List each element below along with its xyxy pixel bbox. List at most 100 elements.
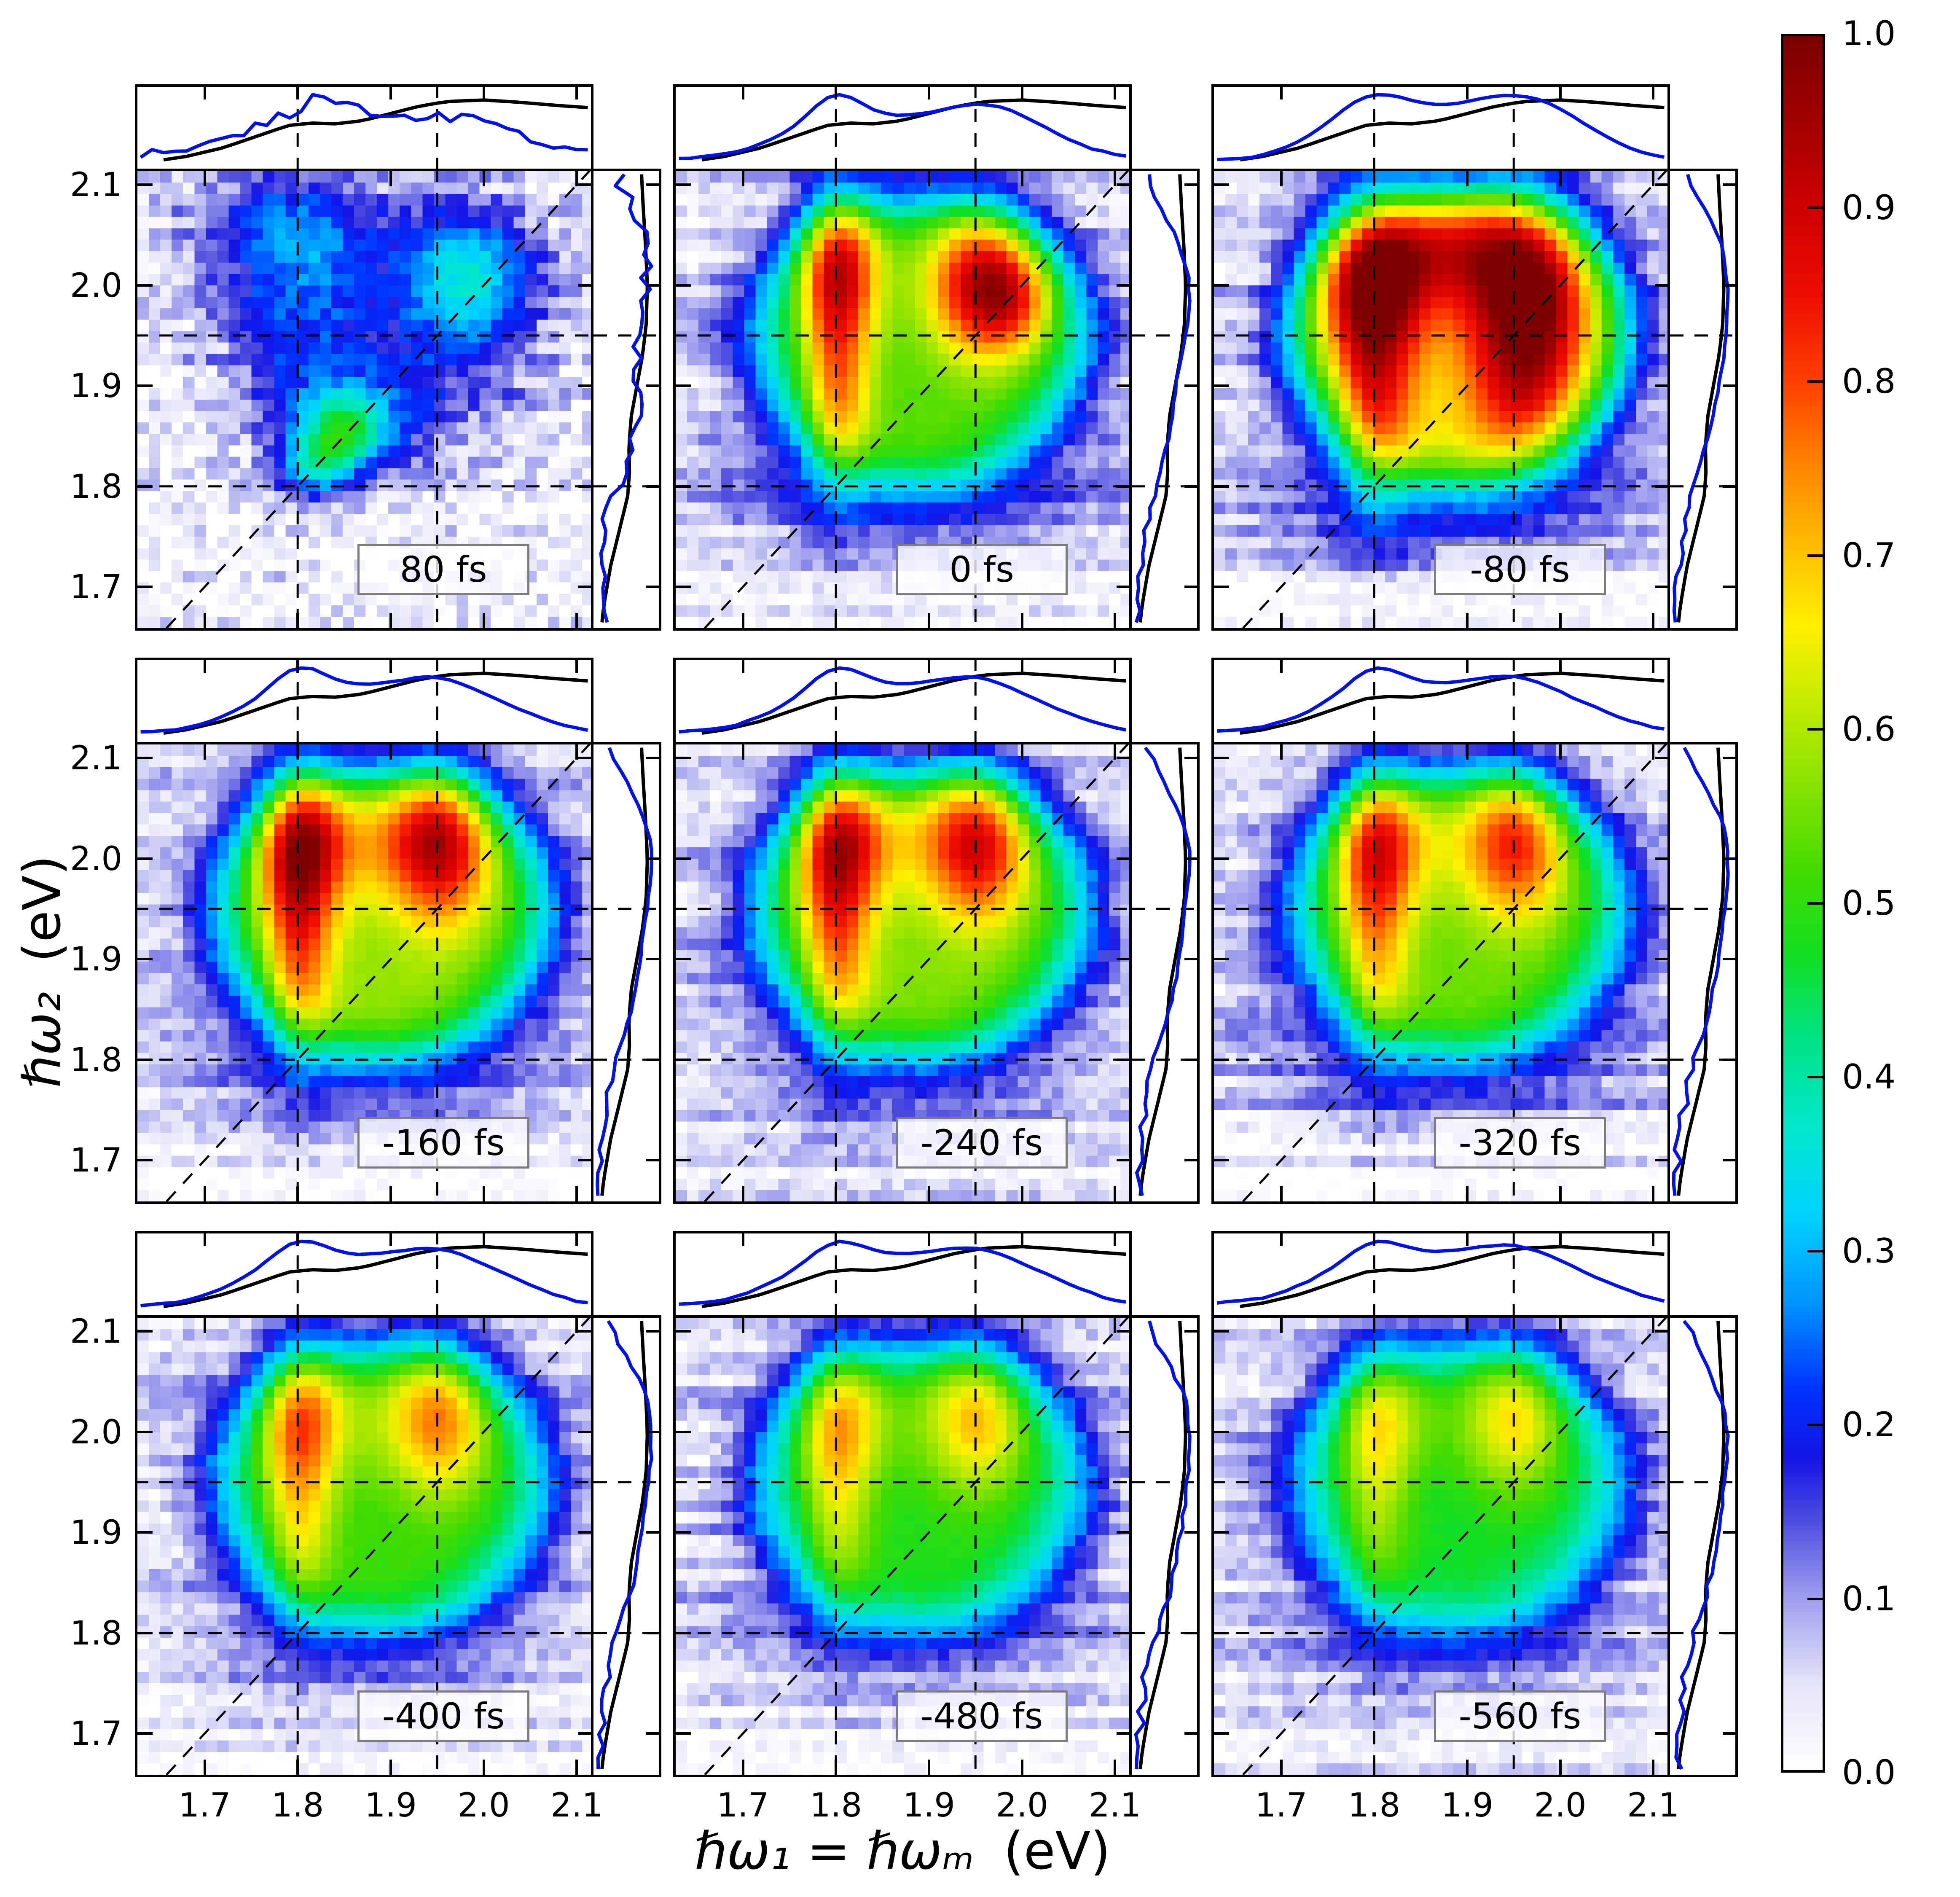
y-tick <box>646 485 661 488</box>
x-tick <box>203 1186 206 1201</box>
y-tick <box>1214 485 1229 488</box>
y-tick <box>1723 183 1738 186</box>
x-tick-label: 1.7 <box>717 1787 769 1824</box>
y-tick <box>1655 1732 1670 1735</box>
y-tick <box>1723 384 1738 387</box>
y-tick <box>1117 1159 1132 1162</box>
time-delay-label: -480 fs <box>896 1690 1068 1742</box>
x-tick <box>741 658 744 673</box>
y-tick <box>137 857 153 860</box>
x-tick <box>389 84 392 99</box>
y-tick-label: 1.9 <box>70 367 122 406</box>
right-marginal-box <box>1129 1315 1200 1777</box>
x-tick <box>296 1760 299 1775</box>
y-tick-label: 1.8 <box>70 1614 122 1652</box>
y-tick <box>646 1531 661 1534</box>
y-tick <box>1117 1531 1132 1534</box>
x-tick <box>1466 1231 1469 1246</box>
y-tick <box>1184 485 1200 488</box>
y-tick <box>1117 1058 1132 1061</box>
y-tick <box>137 1531 153 1534</box>
x-tick <box>482 1186 485 1201</box>
x-tick <box>296 1231 299 1246</box>
y-tick-label: 1.9 <box>70 940 122 979</box>
x-tick <box>1114 744 1117 760</box>
y-tick <box>1655 284 1670 287</box>
x-tick <box>1373 1186 1376 1201</box>
x-tick <box>1114 1186 1117 1201</box>
right-marginal-box <box>1667 1315 1738 1777</box>
y-tick <box>1184 1330 1200 1333</box>
x-tick <box>1559 658 1562 673</box>
y-tick <box>578 958 593 961</box>
colorbar-tick <box>1807 1597 1823 1600</box>
x-tick <box>296 744 299 760</box>
x-tick <box>927 744 930 760</box>
x-tick <box>741 1186 744 1201</box>
x-tick <box>1114 1231 1117 1246</box>
y-tick <box>1723 1732 1738 1735</box>
x-tick <box>1280 1186 1283 1201</box>
y-tick <box>1214 183 1229 186</box>
y-tick <box>578 1430 593 1433</box>
y-tick <box>1117 857 1132 860</box>
y-tick <box>676 1430 691 1433</box>
time-delay-label: -400 fs <box>357 1690 529 1742</box>
x-tick <box>389 1760 392 1775</box>
y-tick <box>1214 857 1229 860</box>
y-tick <box>1214 384 1229 387</box>
x-tick <box>389 613 392 628</box>
x-tick <box>389 658 392 673</box>
x-tick-label: 1.8 <box>810 1787 862 1824</box>
y-tick <box>1184 1531 1200 1534</box>
y-tick <box>1723 1430 1738 1433</box>
y-tick <box>676 1531 691 1534</box>
y-tick <box>646 1631 661 1634</box>
y-tick <box>1184 1430 1200 1433</box>
x-tick <box>482 171 485 186</box>
y-tick <box>578 1732 593 1735</box>
y-tick <box>1723 1631 1738 1634</box>
x-tick <box>1652 1231 1655 1246</box>
x-tick-label: 2.0 <box>1534 1787 1587 1824</box>
x-tick <box>1114 84 1117 99</box>
x-tick <box>741 84 744 99</box>
spectrum-panel: 80 fs <box>135 84 661 631</box>
colorbar-tick-label: 0.8 <box>1842 362 1896 401</box>
x-tick <box>389 1231 392 1246</box>
x-tick <box>1559 1760 1562 1775</box>
colorbar-tick <box>1807 1424 1823 1426</box>
x-tick <box>1020 84 1023 99</box>
x-tick <box>835 1231 838 1246</box>
y-tick <box>1655 586 1670 588</box>
x-tick-label: 2.1 <box>550 1787 603 1824</box>
y-tick <box>1655 1531 1670 1534</box>
x-tick <box>1280 84 1283 99</box>
y-tick-label: 2.1 <box>70 739 122 778</box>
x-tick <box>575 84 578 99</box>
y-tick <box>1117 384 1132 387</box>
y-tick-label: 1.8 <box>70 1041 122 1079</box>
y-tick <box>646 284 661 287</box>
x-tick <box>1020 1318 1023 1333</box>
y-tick <box>676 1330 691 1333</box>
x-tick <box>1652 84 1655 99</box>
y-tick <box>1214 284 1229 287</box>
x-tick <box>296 613 299 628</box>
x-tick <box>1114 613 1117 628</box>
x-tick <box>835 84 838 99</box>
y-tick <box>1655 1159 1670 1162</box>
y-tick <box>137 485 153 488</box>
x-tick <box>741 613 744 628</box>
time-delay-label: -160 fs <box>357 1117 529 1169</box>
y-tick <box>676 958 691 961</box>
x-tick <box>1559 1318 1562 1333</box>
x-tick-label: 2.1 <box>1627 1787 1680 1824</box>
x-tick <box>927 171 930 186</box>
x-tick <box>389 171 392 186</box>
y-tick <box>578 284 593 287</box>
right-marginal-box <box>591 169 661 631</box>
y-tick <box>137 1732 153 1735</box>
y-tick <box>1214 1531 1229 1534</box>
